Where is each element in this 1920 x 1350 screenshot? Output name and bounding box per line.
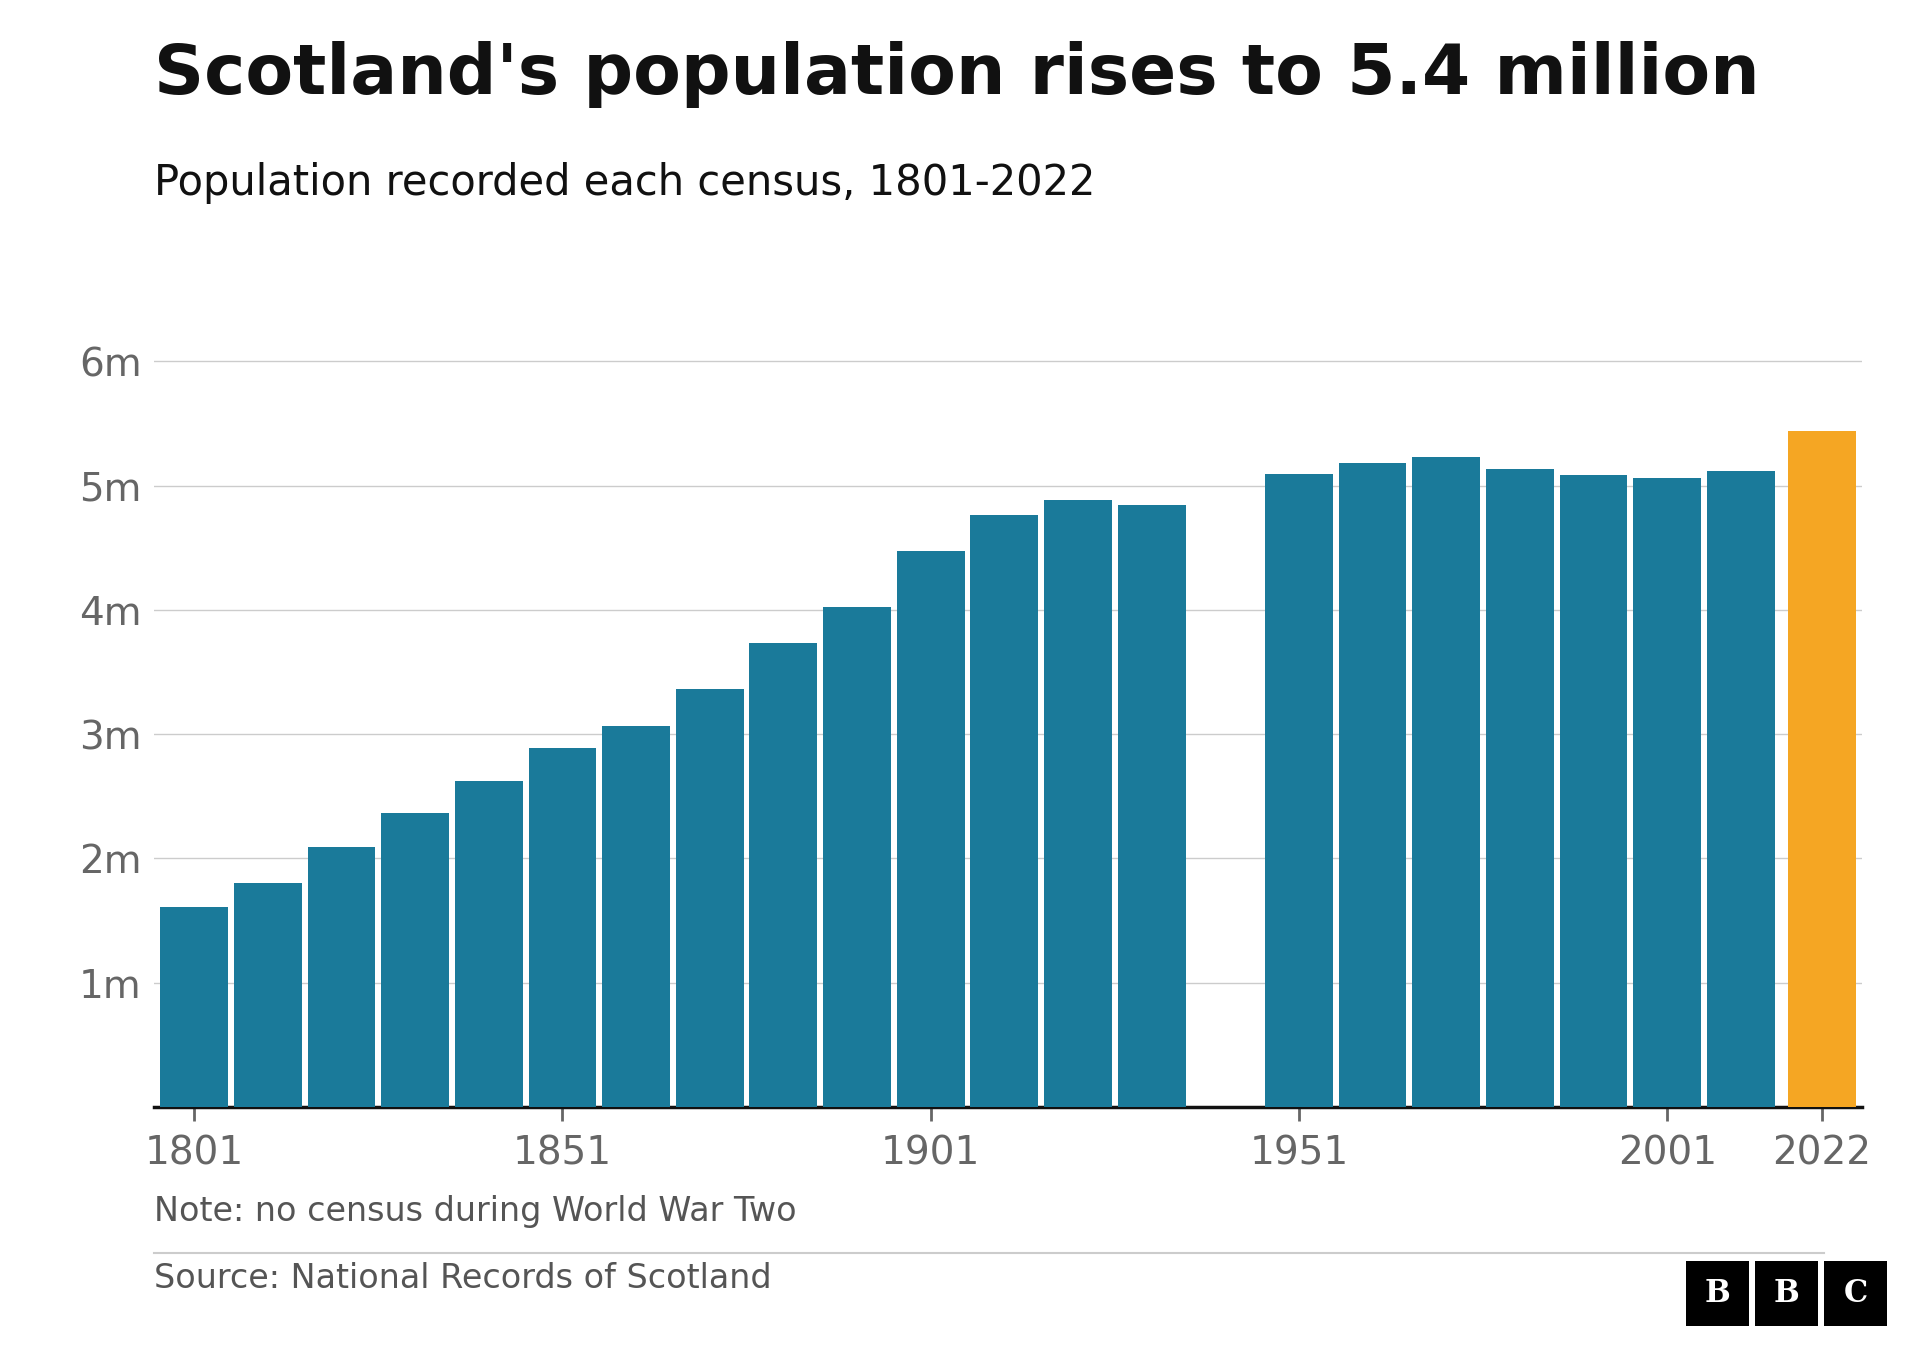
Bar <box>1486 470 1553 1107</box>
Text: C: C <box>1843 1278 1868 1308</box>
Bar <box>897 551 964 1107</box>
Bar <box>676 690 743 1107</box>
Bar <box>1559 475 1628 1107</box>
Bar <box>1707 471 1774 1107</box>
Bar <box>1413 458 1480 1107</box>
Bar <box>1117 505 1185 1107</box>
Text: Population recorded each census, 1801-2022: Population recorded each census, 1801-20… <box>154 162 1094 204</box>
Text: Source: National Records of Scotland: Source: National Records of Scotland <box>154 1262 772 1295</box>
Bar <box>307 846 374 1107</box>
Text: Scotland's population rises to 5.4 million: Scotland's population rises to 5.4 milli… <box>154 40 1759 108</box>
Bar <box>1265 474 1332 1107</box>
Text: B: B <box>1774 1278 1799 1308</box>
Text: Note: no census during World War Two: Note: no census during World War Two <box>154 1195 797 1227</box>
Bar <box>1788 431 1857 1107</box>
Bar <box>749 643 818 1107</box>
Bar <box>455 782 522 1107</box>
Bar <box>970 516 1039 1107</box>
Bar <box>603 726 670 1107</box>
Bar <box>1634 478 1701 1107</box>
Bar <box>382 813 449 1107</box>
Bar <box>824 606 891 1107</box>
Text: B: B <box>1705 1278 1730 1308</box>
Bar <box>1044 501 1112 1107</box>
Bar <box>528 748 597 1107</box>
Bar <box>1338 463 1407 1107</box>
Bar <box>234 883 301 1107</box>
Bar <box>159 907 228 1107</box>
